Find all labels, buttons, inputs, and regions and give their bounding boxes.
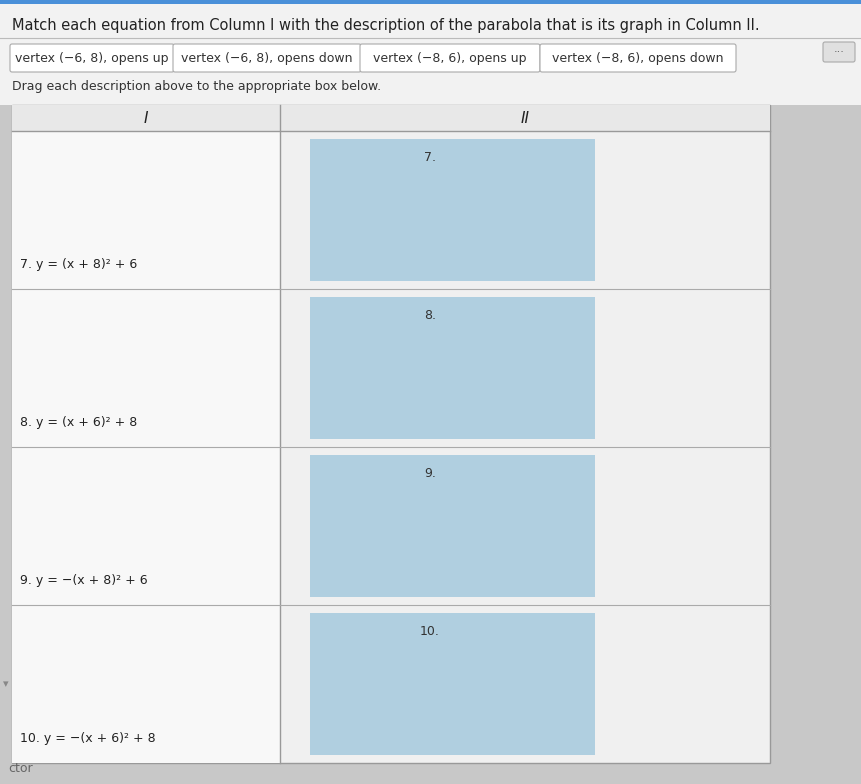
FancyBboxPatch shape	[12, 105, 770, 131]
Text: vertex (−6, 8), opens down: vertex (−6, 8), opens down	[182, 52, 353, 64]
Text: ···: ···	[833, 47, 845, 57]
FancyBboxPatch shape	[12, 131, 280, 289]
Text: vertex (−6, 8), opens up: vertex (−6, 8), opens up	[15, 52, 169, 64]
FancyBboxPatch shape	[823, 42, 855, 62]
Text: 8. y = (x + 6)² + 8: 8. y = (x + 6)² + 8	[20, 416, 137, 429]
Text: 10. y = −(x + 6)² + 8: 10. y = −(x + 6)² + 8	[20, 732, 156, 745]
FancyBboxPatch shape	[12, 447, 280, 605]
Text: ▾: ▾	[3, 679, 9, 689]
FancyBboxPatch shape	[540, 44, 736, 72]
FancyBboxPatch shape	[12, 105, 770, 763]
Text: 8.: 8.	[424, 309, 436, 322]
FancyBboxPatch shape	[310, 455, 595, 597]
FancyBboxPatch shape	[10, 44, 174, 72]
FancyBboxPatch shape	[310, 297, 595, 439]
Text: Match each equation from Column I with the description of the parabola that is i: Match each equation from Column I with t…	[12, 18, 759, 33]
FancyBboxPatch shape	[0, 0, 861, 4]
Text: vertex (−8, 6), opens up: vertex (−8, 6), opens up	[374, 52, 527, 64]
FancyBboxPatch shape	[360, 44, 540, 72]
Text: 7. y = (x + 8)² + 6: 7. y = (x + 8)² + 6	[20, 258, 137, 271]
Text: II: II	[521, 111, 530, 125]
FancyBboxPatch shape	[173, 44, 361, 72]
FancyBboxPatch shape	[310, 613, 595, 755]
Text: ctor: ctor	[8, 762, 33, 775]
Text: 10.: 10.	[420, 625, 440, 638]
Text: 7.: 7.	[424, 151, 436, 164]
Text: 9.: 9.	[424, 467, 436, 480]
Text: 9. y = −(x + 8)² + 6: 9. y = −(x + 8)² + 6	[20, 574, 147, 587]
FancyBboxPatch shape	[0, 0, 861, 105]
FancyBboxPatch shape	[12, 289, 280, 447]
Text: Drag each description above to the appropriate box below.: Drag each description above to the appro…	[12, 80, 381, 93]
Text: I: I	[144, 111, 148, 125]
FancyBboxPatch shape	[12, 605, 280, 763]
Text: vertex (−8, 6), opens down: vertex (−8, 6), opens down	[552, 52, 724, 64]
FancyBboxPatch shape	[310, 139, 595, 281]
